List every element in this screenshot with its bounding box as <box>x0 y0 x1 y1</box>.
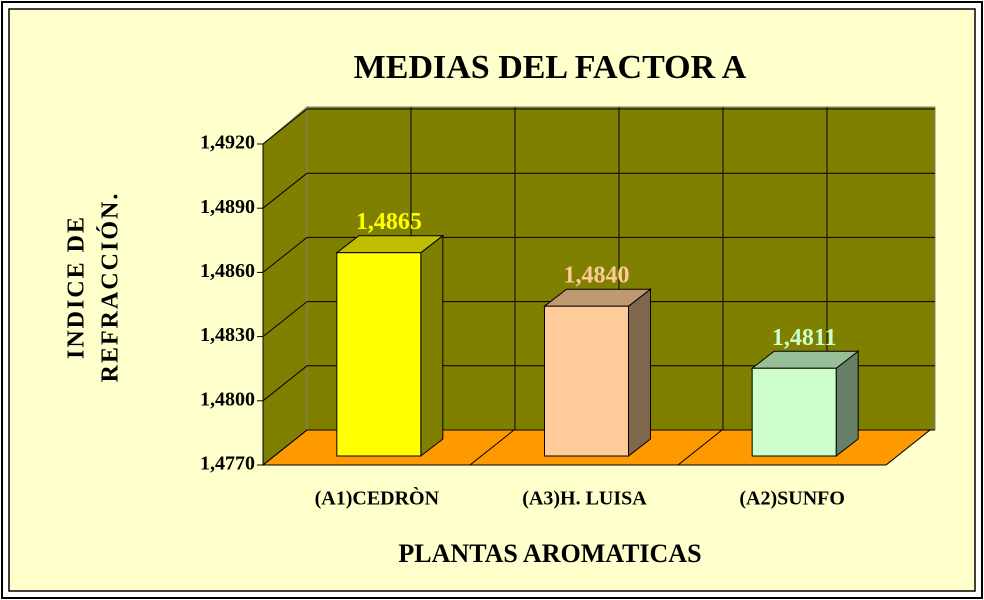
layout <box>262 107 931 466</box>
y-tick-label: 1,4890 <box>200 196 255 218</box>
y-tick-label: 1,4920 <box>200 132 255 154</box>
value-label: 1,4865 <box>356 209 422 235</box>
bar <box>544 305 629 457</box>
floor-line <box>677 429 723 466</box>
grid-line <box>262 301 308 337</box>
x-tick-label: (A3)H. LUISA <box>522 488 647 510</box>
floor-line <box>469 429 515 466</box>
bar-side <box>420 234 444 458</box>
bar-side <box>835 350 859 458</box>
y-tick-label: 1,4860 <box>200 260 255 282</box>
grid-line <box>262 429 308 466</box>
value-label: 1,4840 <box>564 263 630 289</box>
y-tick-label: 1,4770 <box>200 453 255 475</box>
floor-line <box>885 429 931 466</box>
chart-title: MEDIAS DEL FACTOR A <box>354 49 747 86</box>
x-tick-label: (A1)CEDRÒN <box>315 486 440 510</box>
x-axis-title: PLANTAS AROMATICAS <box>398 539 701 568</box>
side-wall <box>262 105 308 467</box>
x-tick-label: (A2)SUNFO <box>739 488 845 510</box>
grid-line <box>262 237 308 273</box>
bar-side <box>628 288 651 458</box>
grid-line <box>262 108 308 145</box>
y-tick-label: 1,4830 <box>200 324 255 346</box>
y-axis-title: REFRACCIÓN. <box>97 192 124 383</box>
y-axis-title: INDICE DE <box>64 215 90 359</box>
bar <box>336 252 422 457</box>
grid-line <box>262 172 308 209</box>
grid-line <box>262 365 308 402</box>
bar <box>751 367 837 457</box>
y-tick-label: 1,4800 <box>200 388 255 410</box>
value-label: 1,4811 <box>772 325 837 351</box>
